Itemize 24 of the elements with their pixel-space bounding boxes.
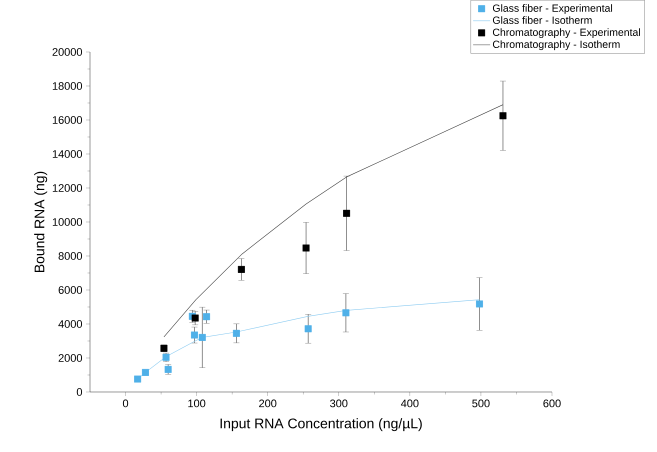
x-tick-label: 500 xyxy=(472,400,490,408)
y-tick-label: 16000 xyxy=(52,116,82,124)
x-tick-label: 0 xyxy=(122,400,128,408)
y-tick-label: 12000 xyxy=(52,184,82,192)
y-tick-label: 2000 xyxy=(58,354,82,362)
y-tick-label: 6000 xyxy=(58,286,82,294)
y-tick-label: 14000 xyxy=(52,150,82,158)
y-tick-label: 0 xyxy=(76,388,82,396)
legend-label: Chromatography - Isotherm xyxy=(492,40,620,50)
y-tick-label: 18000 xyxy=(52,82,82,90)
x-tick-label: 600 xyxy=(543,400,561,408)
y-tick-label: 4000 xyxy=(58,320,82,328)
y-tick-label: 8000 xyxy=(58,252,82,260)
y-tick-label: 10000 xyxy=(52,218,82,226)
legend-label: Glass fiber - Experimental xyxy=(492,4,612,14)
x-tick-label: 100 xyxy=(188,400,206,408)
y-tick-label: 20000 xyxy=(52,48,82,56)
legend-label: Chromatography - Experimental xyxy=(492,28,640,38)
x-tick-label: 200 xyxy=(259,400,276,408)
legend-label: Glass fiber - Isotherm xyxy=(492,16,592,24)
x-tick-label: 300 xyxy=(330,400,348,408)
x-tick-label: 400 xyxy=(400,400,419,408)
x-axis-title: Input RNA Concentration (ng/µL) xyxy=(220,418,422,432)
y-axis-title: Bound RNA (ng) xyxy=(34,172,48,272)
